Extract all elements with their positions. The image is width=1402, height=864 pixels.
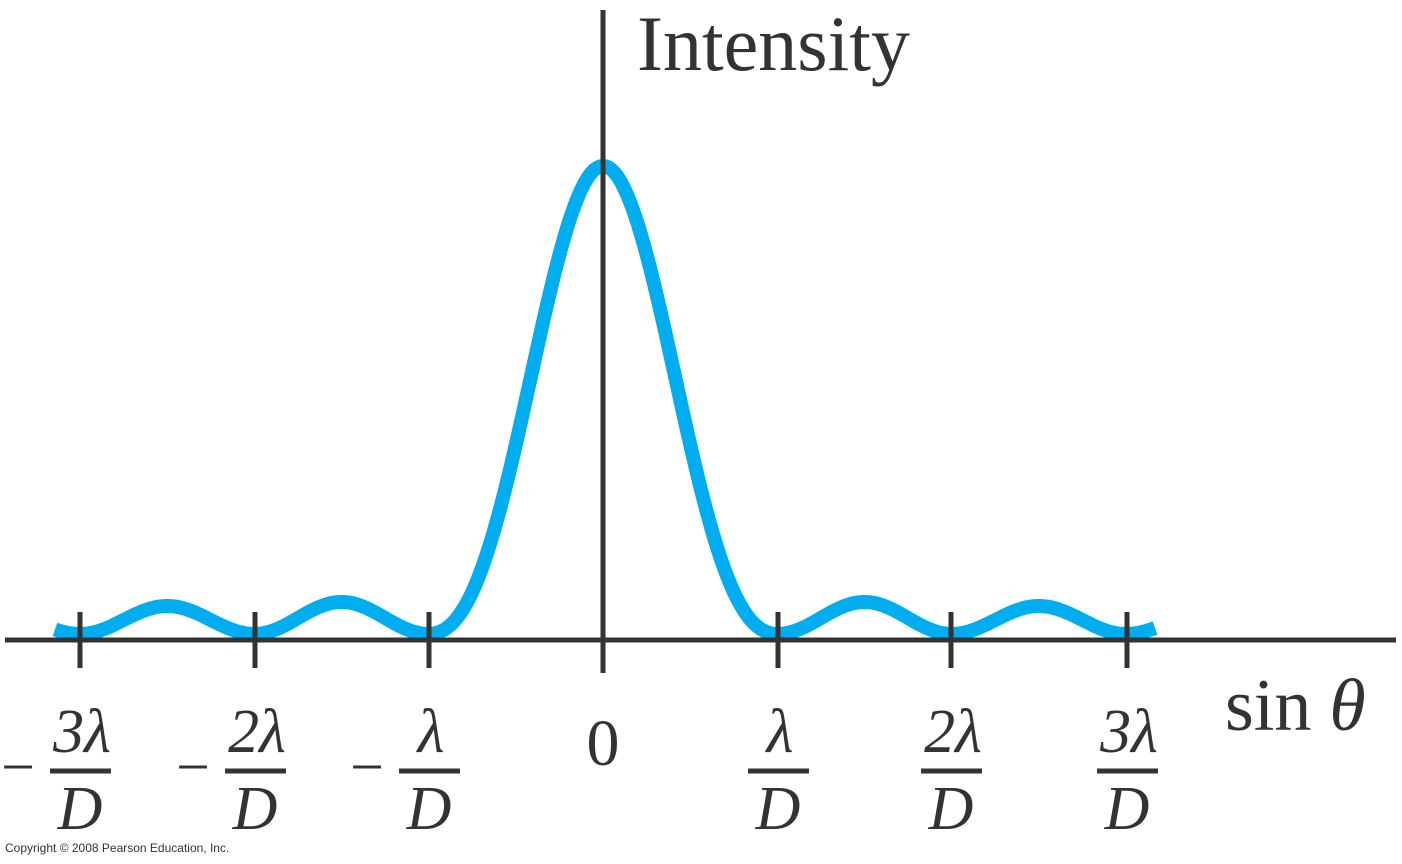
- tick-numerator: λ: [416, 698, 445, 766]
- tick-denominator: D: [57, 775, 103, 843]
- x-label-function: sin: [1225, 665, 1311, 747]
- y-axis-label: Intensity: [637, 0, 910, 87]
- tick-sign: −: [350, 734, 384, 800]
- x-axis-label: sin θ: [1225, 665, 1366, 747]
- tick-numerator: 2λ: [228, 698, 286, 766]
- tick-sign: −: [176, 734, 210, 800]
- copyright: Copyright © 2008 Pearson Education, Inc.: [5, 841, 229, 855]
- tick-denominator: D: [232, 775, 278, 843]
- x-label-variable: θ: [1329, 665, 1365, 747]
- tick-numerator: 3λ: [52, 698, 111, 766]
- tick-numerator: 2λ: [924, 698, 982, 766]
- tick-sign: −: [1, 734, 35, 800]
- tick-denominator: D: [406, 775, 452, 843]
- tick-numerator: λ: [765, 698, 794, 766]
- tick-label: 0: [587, 707, 620, 780]
- tick-denominator: D: [1104, 775, 1150, 843]
- tick-denominator: D: [928, 775, 974, 843]
- tick-numerator: 3λ: [1099, 698, 1158, 766]
- tick-denominator: D: [755, 775, 801, 843]
